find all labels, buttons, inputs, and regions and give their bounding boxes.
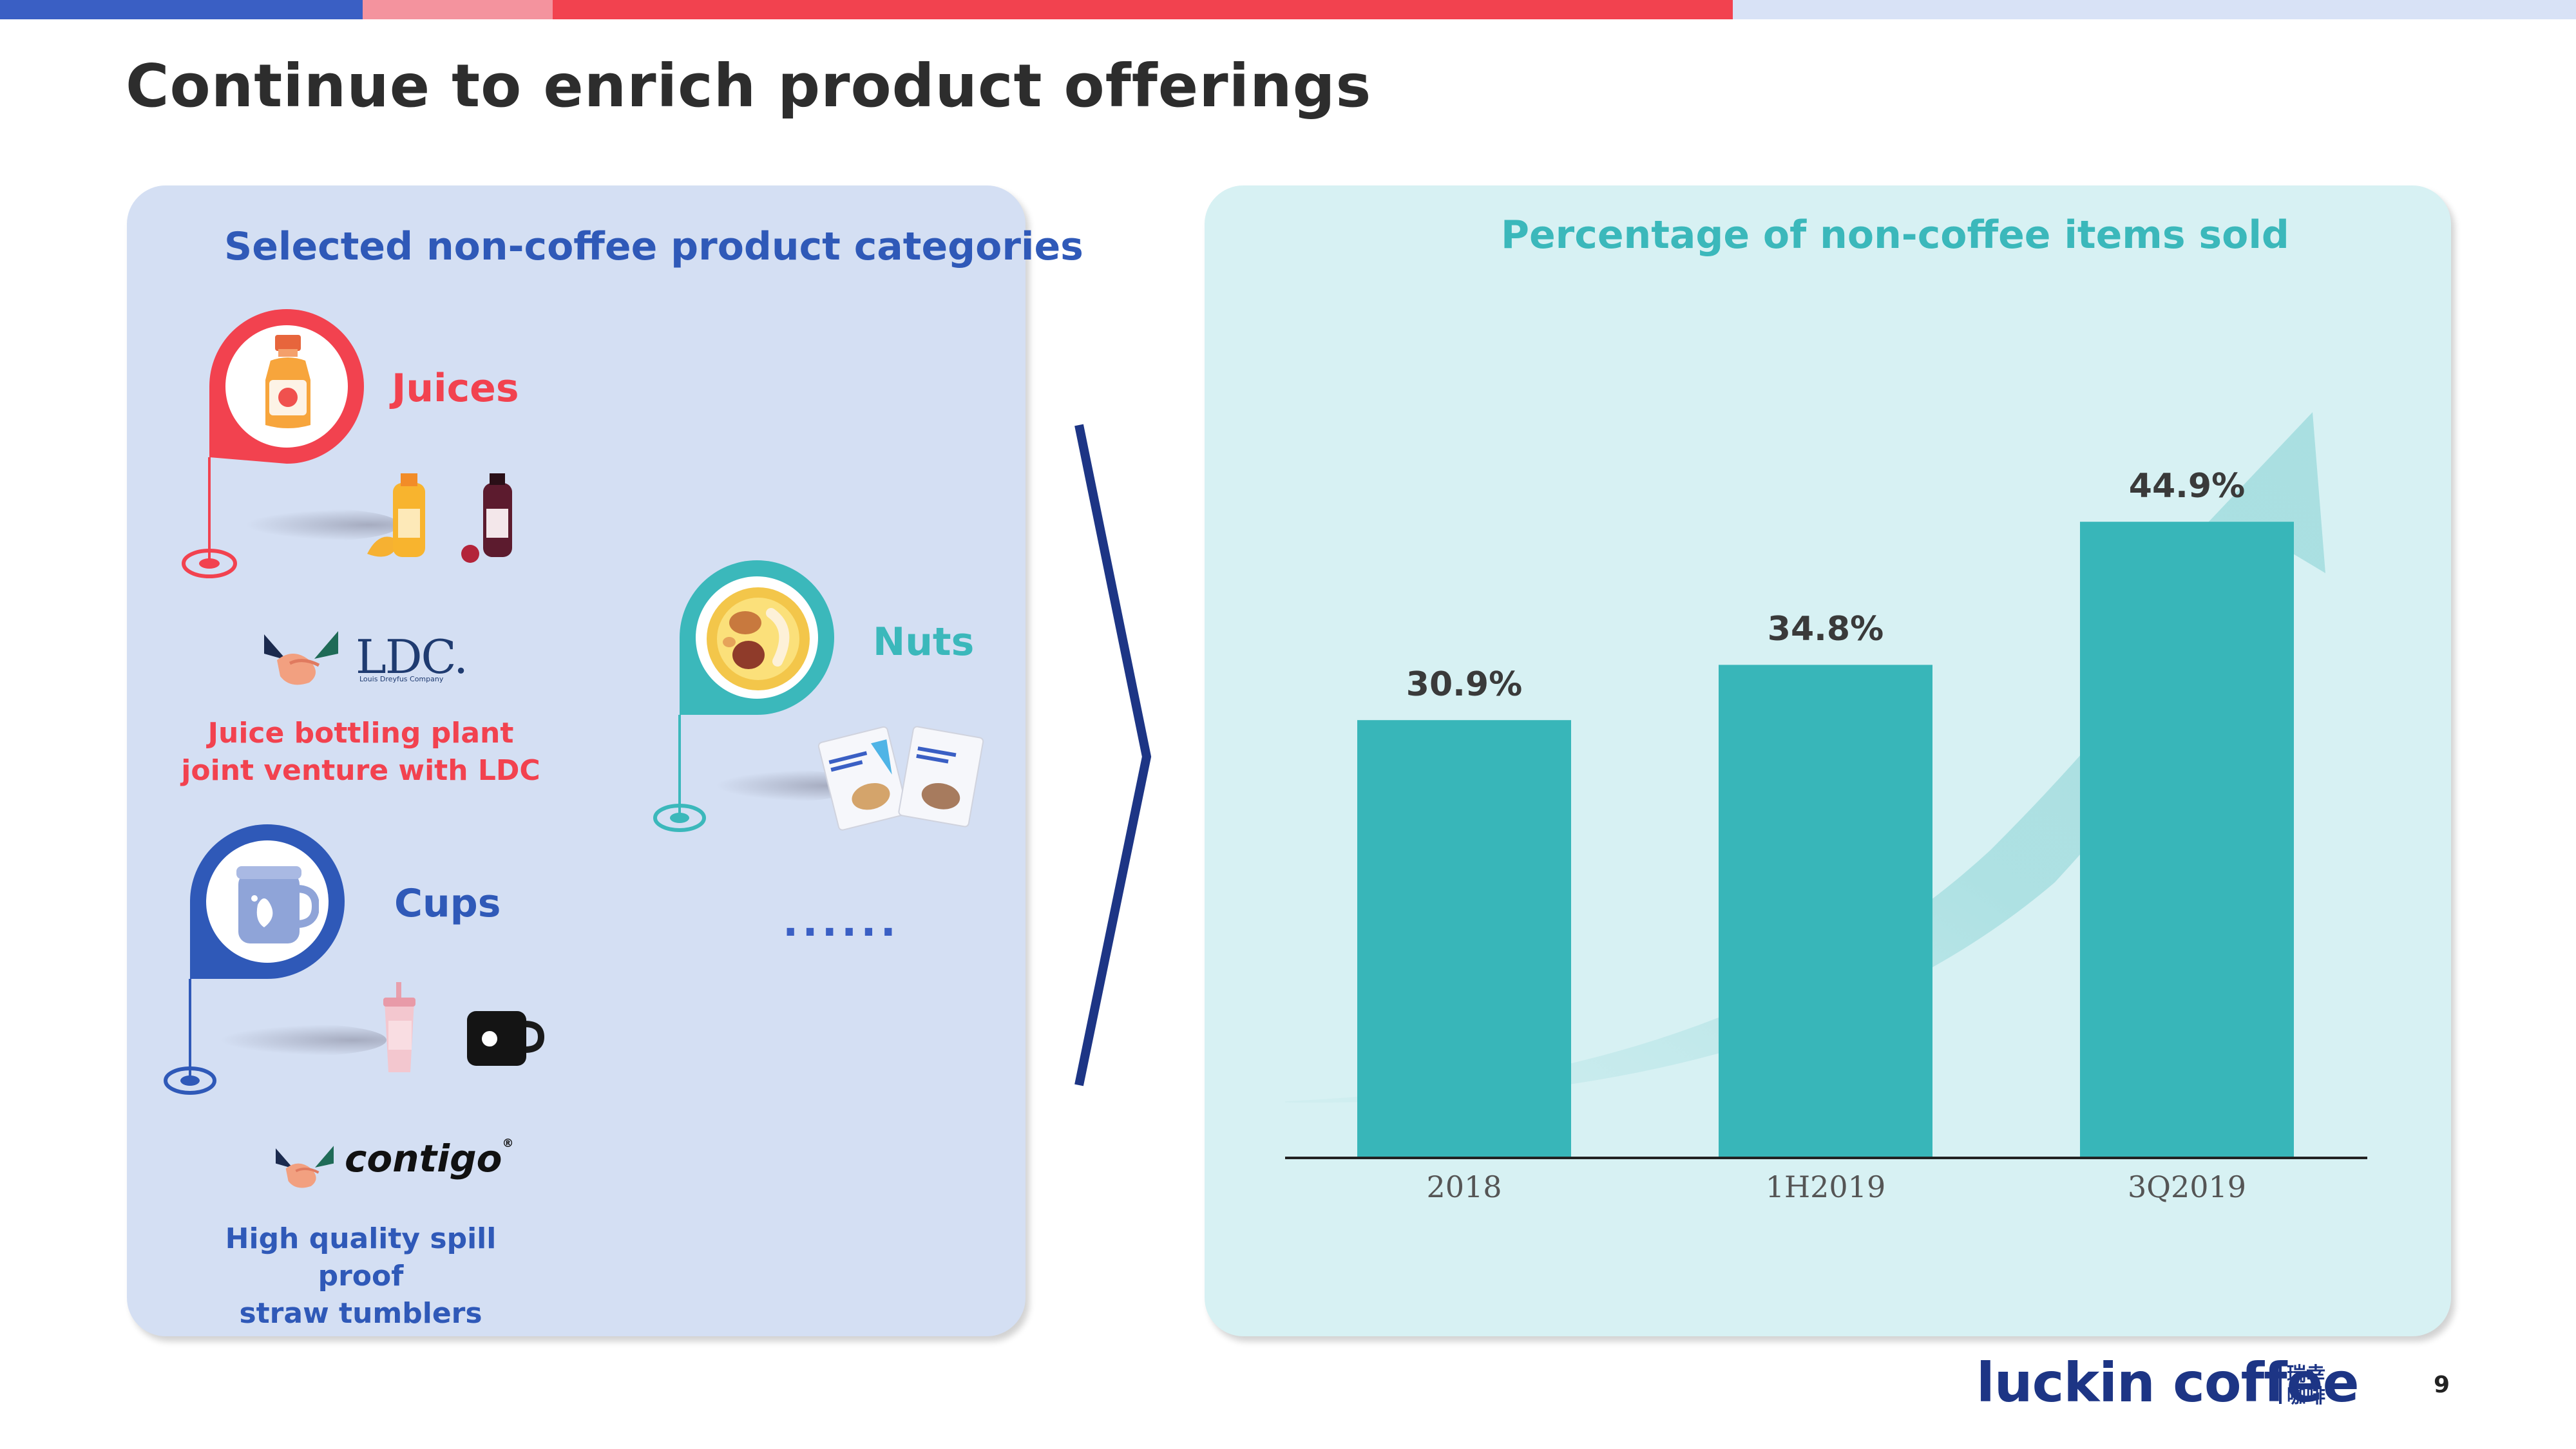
bar-3q2019 bbox=[2080, 522, 2294, 1158]
contigo-caption-line2: straw tumblers bbox=[239, 1297, 482, 1330]
contigo-registered-mark: ® bbox=[502, 1137, 514, 1150]
ldc-logo: LDC. bbox=[356, 630, 468, 684]
page-number: 9 bbox=[2434, 1372, 2450, 1398]
page-title: Continue to enrich product offerings bbox=[126, 52, 1372, 120]
x-tick-label: 2018 bbox=[1426, 1170, 1502, 1204]
ldc-caption-line2: joint venture with LDC bbox=[181, 754, 540, 787]
cups-shadow bbox=[219, 1024, 386, 1056]
top-bar-blue bbox=[0, 0, 363, 19]
nuts-bowl-icon bbox=[707, 587, 810, 690]
cup-products-icon bbox=[383, 982, 544, 1072]
top-bar-lightblue bbox=[1733, 0, 2576, 19]
contigo-logo: contigo® bbox=[345, 1137, 514, 1180]
ldc-caption: Juice bottling plant joint venture with … bbox=[180, 715, 541, 790]
x-tick-label: 1H2019 bbox=[1765, 1170, 1886, 1204]
juice-bottle-icon bbox=[265, 335, 310, 428]
brand-logo-cn: 瑞幸 咖啡 bbox=[2287, 1364, 2325, 1408]
juice-products-icon bbox=[367, 473, 512, 563]
juices-label: Juices bbox=[392, 366, 519, 411]
contigo-caption: High quality spill proof straw tumblers bbox=[180, 1220, 541, 1332]
x-tick-label: 3Q2019 bbox=[2127, 1170, 2247, 1204]
bar-2018 bbox=[1357, 720, 1571, 1158]
chevron-right-icon bbox=[1074, 424, 1152, 1086]
ldc-handshake-icon bbox=[264, 631, 338, 685]
contigo-logo-text: contigo bbox=[345, 1137, 502, 1180]
brand-cn-line2: 咖啡 bbox=[2287, 1385, 2325, 1408]
ldc-caption-line1: Juice bottling plant bbox=[207, 717, 514, 750]
top-bar-pink bbox=[363, 0, 553, 19]
contigo-caption-line1: High quality spill proof bbox=[225, 1222, 497, 1293]
more-ellipsis: ...... bbox=[783, 898, 900, 946]
nuts-packs-icon bbox=[817, 726, 984, 831]
nuts-label: Nuts bbox=[873, 620, 975, 665]
bar-value-label: 30.9% bbox=[1406, 665, 1523, 705]
cups-label: Cups bbox=[394, 881, 501, 926]
bar-1h2019 bbox=[1719, 665, 1932, 1158]
brand-logo: luckin coffee bbox=[1976, 1351, 2360, 1414]
contigo-handshake-icon bbox=[276, 1146, 334, 1188]
juices-shadow bbox=[245, 509, 399, 541]
brand-cn-line1: 瑞幸 bbox=[2287, 1363, 2325, 1386]
categories-heading: Selected non-coffee product categories bbox=[224, 224, 1083, 269]
brand-divider bbox=[2279, 1364, 2282, 1404]
bar-value-label: 44.9% bbox=[2128, 467, 2246, 506]
ldc-logo-subtitle: Louis Dreyfus Company bbox=[359, 675, 444, 683]
chart-title: Percentage of non-coffee items sold bbox=[1501, 213, 2289, 258]
mug-icon bbox=[236, 866, 319, 943]
top-bar-red bbox=[553, 0, 1733, 19]
bar-value-label: 34.8% bbox=[1767, 610, 1884, 649]
